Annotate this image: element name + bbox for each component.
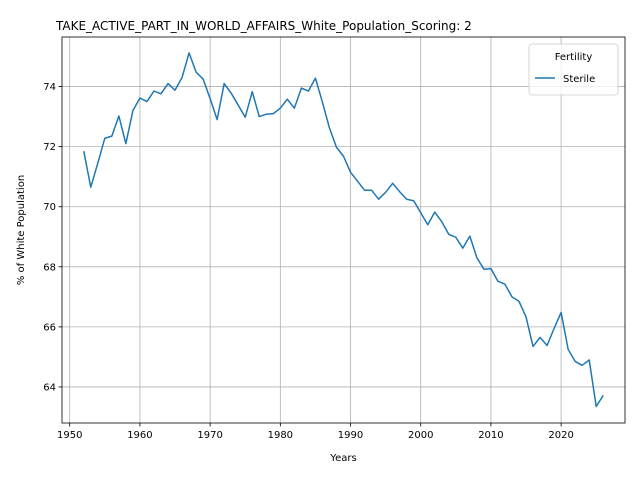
x-tick-label: 1980 — [268, 430, 293, 441]
x-axis-label: Years — [329, 453, 356, 464]
y-tick-label: 64 — [43, 382, 56, 393]
grid — [62, 37, 625, 423]
y-axis-label: % of White Population — [16, 175, 27, 285]
x-tick-label: 2000 — [408, 430, 433, 441]
y-tick-label: 66 — [43, 322, 56, 333]
legend-box — [528, 43, 619, 96]
y-tick-label: 68 — [43, 262, 56, 273]
chart-title: TAKE_ACTIVE_PART_IN_WORLD_AFFAIRS_White_… — [55, 19, 472, 33]
legend-label-sterile: Sterile — [563, 74, 595, 85]
y-tick-label: 70 — [43, 202, 56, 213]
x-tick-label: 1990 — [338, 430, 363, 441]
y-tick-label: 74 — [43, 82, 56, 93]
series-line-sterile — [83, 52, 604, 408]
x-tick-label: 1950 — [57, 430, 82, 441]
x-tick-label: 2020 — [548, 430, 573, 441]
legend: Fertility Sterile — [528, 43, 619, 96]
x-axis: 1950 1960 1970 1980 1990 2000 2010 2020 — [57, 423, 574, 441]
x-tick-label: 1970 — [197, 430, 222, 441]
series-layer — [83, 52, 604, 408]
x-tick-label: 1960 — [127, 430, 152, 441]
legend-title: Fertility — [555, 52, 593, 63]
plot-frame — [61, 36, 626, 424]
x-tick-label: 2010 — [478, 430, 503, 441]
y-axis: 64 66 68 70 72 74 — [43, 82, 62, 393]
y-tick-label: 72 — [43, 142, 56, 153]
